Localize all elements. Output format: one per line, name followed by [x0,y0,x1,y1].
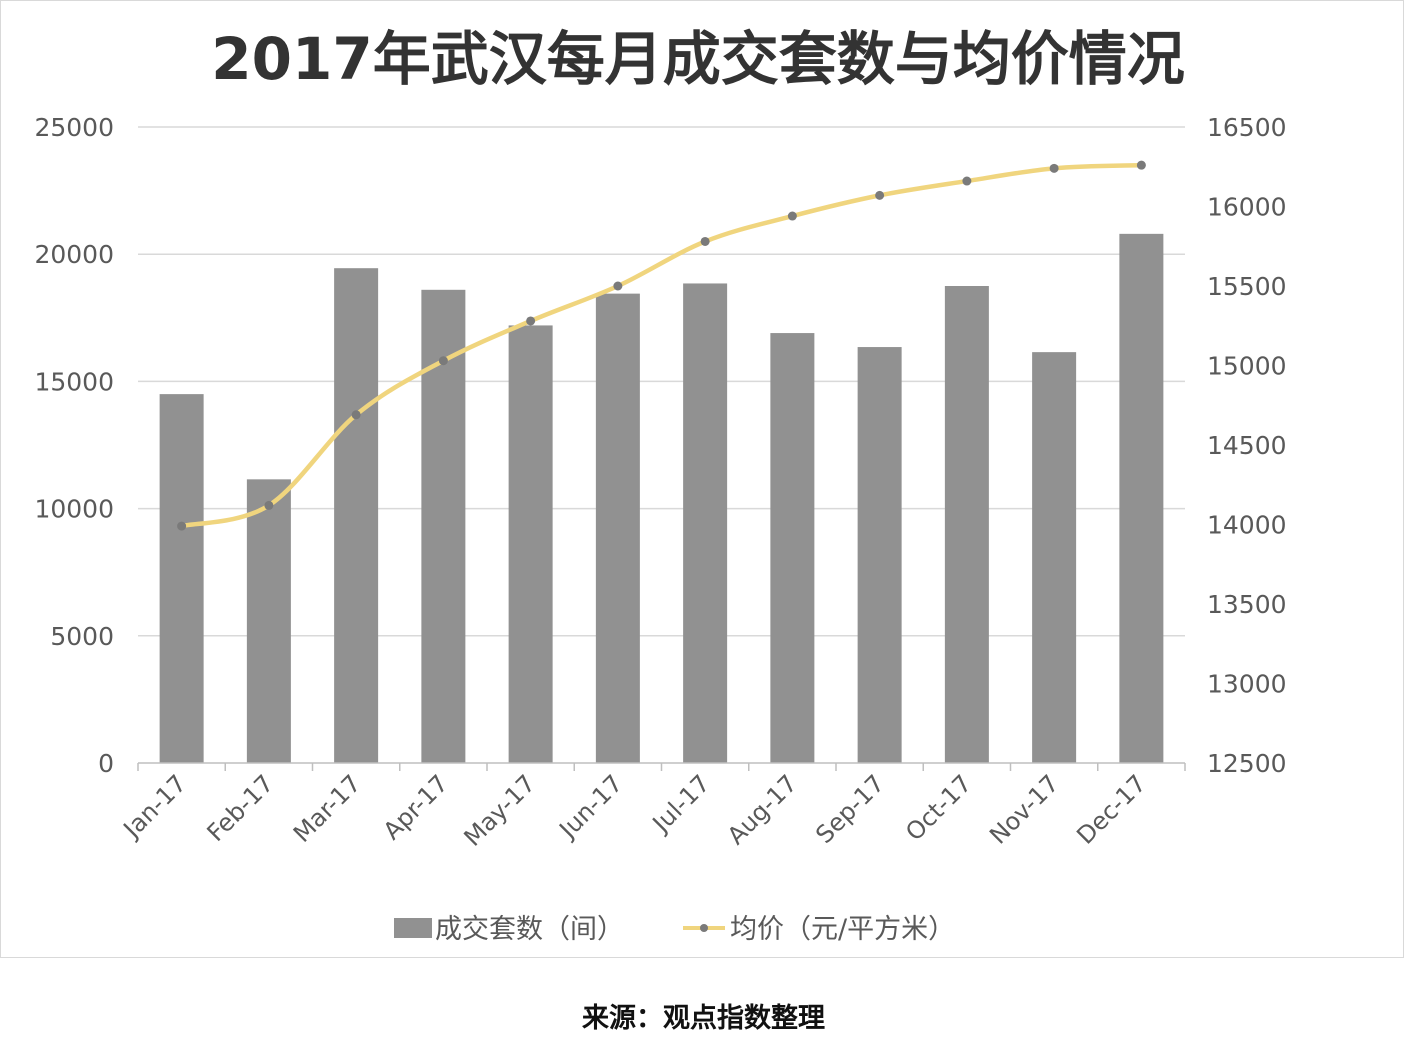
price-point [613,281,623,291]
x-tick-label: Oct-17 [900,769,977,846]
x-tick-label: Nov-17 [984,769,1064,849]
chart-title: 2017年武汉每月成交套数与均价情况 [211,25,1184,93]
x-tick-label: Apr-17 [378,769,454,845]
price-point [351,410,361,420]
right-tick-label: 16000 [1207,193,1287,222]
x-tick-label: Jan-17 [117,769,192,844]
x-tick-label: Jun-17 [553,769,628,844]
legend-label-line: 均价（元/平方米） [730,914,955,945]
bar [944,286,989,763]
price-line [179,162,1144,529]
left-axis-ticks: 0 5000 10000 15000 20000 25000 [34,113,114,778]
x-tick-label: Dec-17 [1071,769,1151,849]
left-tick-label: 10000 [34,495,114,524]
x-tick-label: Mar-17 [288,769,366,847]
bar [770,333,815,763]
legend-swatch-bars [394,918,432,938]
right-tick-label: 15500 [1207,272,1287,301]
line-series [177,160,1146,531]
price-point [1136,160,1146,170]
legend: 成交套数（间） 均价（元/平方米） [394,914,955,945]
right-tick-label: 16500 [1207,113,1287,142]
price-point [1049,163,1059,173]
right-tick-label: 14000 [1207,511,1287,540]
price-point [438,356,448,366]
bar [857,347,902,763]
bar [334,268,379,763]
bar [508,325,553,763]
bar [1119,233,1164,763]
price-point [264,500,274,510]
x-tick-label: Aug-17 [722,769,803,850]
price-point [700,236,710,246]
bar [246,479,291,763]
price-point [962,176,972,186]
left-tick-label: 0 [98,749,114,778]
bar [595,293,640,763]
x-tick-label: Sep-17 [810,769,890,849]
left-tick-label: 15000 [34,367,114,396]
legend-swatch-marker [700,924,708,932]
price-point [526,316,536,326]
gridlines [138,126,1185,637]
price-point [787,211,797,221]
right-axis-ticks: 12500 13000 13500 14000 14500 15000 15500 16000… [1207,113,1287,778]
left-tick-label: 20000 [34,240,114,269]
x-tick-label: Jul-17 [646,769,715,838]
right-tick-label: 13000 [1207,670,1287,699]
bar-series [159,233,1164,763]
x-tick-label: May-17 [459,769,541,851]
x-tick-label: Feb-17 [202,769,280,847]
x-axis: Jan-17 Feb-17 Mar-17 Apr-17 May-17 Jun-17 Jul-… [117,762,1186,852]
legend-label-bars: 成交套数（间） [435,914,624,945]
bar [159,394,204,763]
chart-frame: 2017年武汉每月成交套数与均价情况 0 5000 10000 15000 20000 2… [0,0,1404,958]
source-note: 来源：观点指数整理 [582,1003,825,1034]
left-tick-label: 5000 [50,622,114,651]
price-point [177,521,187,531]
left-tick-label: 25000 [34,113,114,142]
bar [1032,352,1077,763]
price-point [875,190,885,200]
right-tick-label: 12500 [1207,749,1287,778]
right-tick-label: 15000 [1207,352,1287,381]
right-tick-label: 13500 [1207,590,1287,619]
right-tick-label: 14500 [1207,431,1287,460]
combo-chart: 2017年武汉每月成交套数与均价情况 0 5000 10000 15000 20000 2… [34,25,1287,945]
bar [683,283,728,763]
